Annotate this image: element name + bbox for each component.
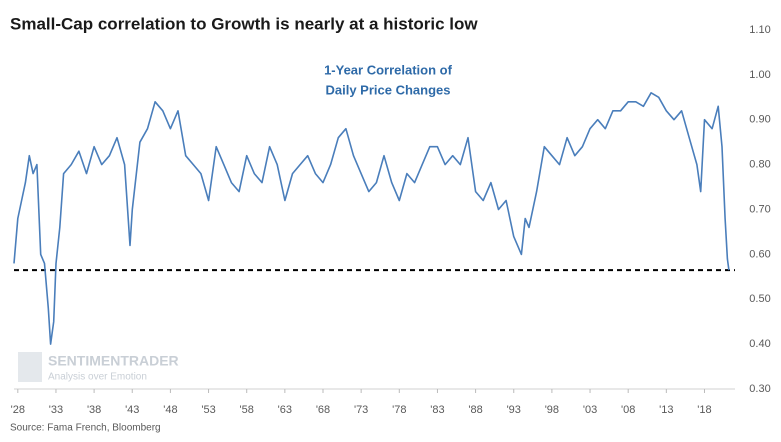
x-tick-label: '18 <box>697 404 711 416</box>
watermark: SENTIMENTRADER Analysis over Emotion <box>18 352 179 383</box>
y-tick-label: 0.40 <box>749 338 770 350</box>
x-tick-label: '13 <box>659 404 673 416</box>
y-tick-label: 0.90 <box>749 114 770 126</box>
x-tick-label: '63 <box>278 404 292 416</box>
y-tick-label: 0.80 <box>749 159 770 171</box>
x-tick-label: '53 <box>201 404 215 416</box>
annotation: Daily Price Changes <box>326 82 451 97</box>
x-tick-label: '83 <box>430 404 444 416</box>
y-tick-label: 0.60 <box>749 248 770 260</box>
y-tick-label: 0.70 <box>749 203 770 215</box>
x-tick-label: '68 <box>316 404 330 416</box>
source: Source: Fama French, Bloomberg <box>10 423 161 434</box>
x-tick-label: '08 <box>621 404 635 416</box>
x-tick-label: '88 <box>468 404 482 416</box>
y-tick-label: 1.10 <box>749 24 770 36</box>
x-tick-label: '28 <box>11 404 25 416</box>
annotation: 1-Year Correlation of <box>324 62 453 77</box>
watermark-logo <box>18 352 42 382</box>
x-tick-label: '38 <box>87 404 101 416</box>
watermark-text: Analysis over Emotion <box>48 372 147 383</box>
x-tick-label: '73 <box>354 404 368 416</box>
x-tick-label: '43 <box>125 404 139 416</box>
x-tick-label: '93 <box>507 404 521 416</box>
y-tick-label: 0.30 <box>749 383 770 395</box>
data-line <box>13 92 730 345</box>
x-tick-label: '98 <box>545 404 559 416</box>
y-tick-label: 0.50 <box>749 293 770 305</box>
x-tick-label: '78 <box>392 404 406 416</box>
x-tick-label: '03 <box>583 404 597 416</box>
x-tick-label: '58 <box>240 404 254 416</box>
chart-title: Small-Cap correlation to Growth is nearl… <box>10 14 478 33</box>
x-tick-label: '33 <box>49 404 63 416</box>
y-tick-label: 1.00 <box>749 69 770 81</box>
watermark-text: SENTIMENTRADER <box>48 353 179 369</box>
x-tick-label: '48 <box>163 404 177 416</box>
